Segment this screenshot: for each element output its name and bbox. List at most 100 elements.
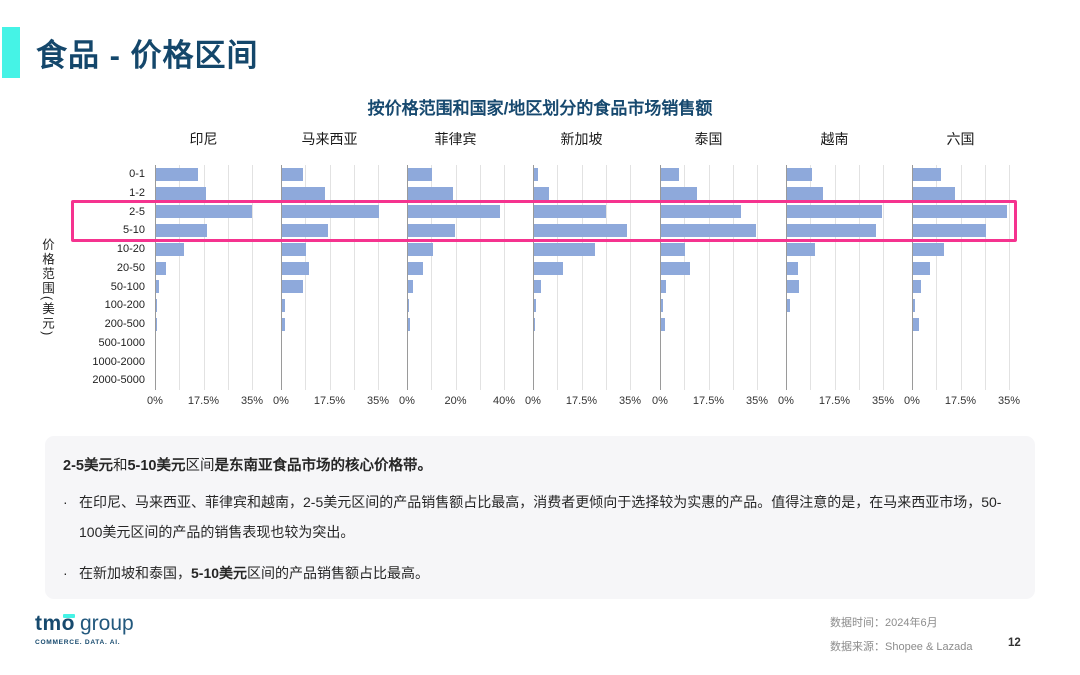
tmo-group-logo: tmo group COMMERCE. DATA. AI. — [35, 612, 134, 646]
bar-菲律宾-20-50 — [408, 261, 424, 275]
category-label: 100-200 — [104, 299, 145, 312]
bar-菲律宾-50-100 — [408, 280, 413, 294]
x-tick-label: 0% — [652, 395, 668, 407]
bar-新加坡-200-500 — [534, 317, 536, 331]
x-tick-label: 35% — [366, 395, 390, 407]
x-tick-label: 0% — [399, 395, 415, 407]
category-label: 5-10 — [122, 224, 145, 237]
x-tick-label: 0% — [904, 395, 920, 407]
bar-新加坡-2-5 — [534, 205, 607, 219]
bar-六国-200-500 — [913, 317, 919, 331]
bar-泰国-100-200 — [661, 299, 663, 313]
logo-o: o — [61, 612, 75, 635]
gridline — [227, 165, 229, 390]
bullet-marker: · — [63, 565, 68, 581]
gridline — [960, 165, 962, 390]
category-label: 20-50 — [116, 261, 145, 274]
gridline — [984, 165, 986, 390]
bar-六国-10-20 — [913, 242, 944, 256]
x-tick-label: 17.5% — [692, 395, 725, 407]
category-label: 200-500 — [104, 318, 145, 330]
logo-macron-accent — [62, 614, 75, 618]
gridline — [203, 165, 205, 390]
insight-text-segment: 5-10美元 — [127, 458, 186, 474]
bar-泰国-5-10 — [661, 224, 757, 238]
insight-bullets: · 在印尼、马来西亚、菲律宾和越南，2-5美元区间的产品销售额占比最高，消费者更倾… — [63, 487, 1017, 588]
gridline — [353, 165, 355, 390]
category-label: 10-20 — [116, 243, 145, 255]
gridline — [605, 165, 607, 390]
page-number: 12 — [1008, 637, 1021, 649]
panel-header: 越南 — [820, 131, 849, 147]
footer-meta: 数据时间：2024年6月 数据来源：Shopee & Lazada — [830, 611, 972, 659]
bar-印尼-20-50 — [156, 261, 166, 275]
bar-六国-5-10 — [913, 224, 986, 238]
bar-印尼-0-1 — [156, 167, 199, 181]
gridline — [936, 165, 938, 390]
bar-印尼-100-200 — [156, 299, 158, 313]
panel-泰国: 泰国 0% 17.5% 35% — [652, 129, 768, 419]
bar-新加坡-20-50 — [534, 261, 563, 275]
category-axis-labels: 0-1 1-2 2-5 5-10 10-20 20-50 50-100 100-200 200-… — [55, 165, 145, 390]
bar-越南-10-20 — [787, 242, 815, 256]
bar-马来西亚-2-5 — [282, 205, 379, 219]
gridline — [732, 165, 734, 390]
x-tick-label: 0% — [147, 395, 163, 407]
bar-泰国-2-5 — [661, 205, 742, 219]
panel-header: 泰国 — [694, 131, 723, 147]
gridline — [810, 165, 812, 390]
panel-header: 新加坡 — [560, 131, 603, 147]
gridline — [557, 165, 559, 390]
bar-泰国-10-20 — [661, 242, 686, 256]
x-tick-label: 0% — [525, 395, 541, 407]
axis-line — [533, 165, 534, 390]
bar-马来西亚-5-10 — [282, 224, 328, 238]
bar-泰国-1-2 — [661, 186, 697, 200]
bar-越南-100-200 — [787, 299, 790, 313]
gridline — [179, 165, 181, 390]
insight-text-segment: 在新加坡和泰国， — [79, 565, 191, 581]
bar-新加坡-100-200 — [534, 299, 536, 313]
bar-泰国-0-1 — [661, 167, 680, 181]
gridline — [455, 165, 457, 390]
category-label: 500-1000 — [98, 336, 146, 349]
bar-六国-2-5 — [913, 205, 1007, 219]
x-tick-label: 20% — [444, 395, 467, 407]
bullet-marker: · — [63, 494, 68, 510]
bar-新加坡-0-1 — [534, 167, 538, 181]
panel-马来西亚: 马来西亚 0% 17.5% 35% — [273, 129, 389, 419]
bar-菲律宾-2-5 — [408, 205, 500, 219]
gridline — [479, 165, 481, 390]
panel-plot-area — [533, 165, 631, 390]
bar-马来西亚-200-500 — [282, 317, 285, 331]
gridline — [630, 165, 631, 390]
panel-菲律宾: 菲律宾 0% 20% 40% — [399, 129, 515, 419]
panel-plot-area — [155, 165, 253, 390]
bar-马来西亚-100-200 — [282, 299, 286, 313]
insight-bullet: · 在印尼、马来西亚、菲律宾和越南，2-5美元区间的产品销售额占比最高，消费者更倾… — [63, 487, 1017, 547]
x-tick-label: 40% — [492, 395, 516, 407]
gridline — [252, 165, 253, 390]
gridline — [329, 165, 331, 390]
gridline — [684, 165, 686, 390]
x-tick-label: 17.5% — [565, 395, 598, 407]
x-tick-label: 35% — [240, 395, 264, 407]
chart-panels: 印尼 0% 17.5% 35% 马来西亚 0% 17.5% 35% 菲律宾 0% 20% 40% 新加坡… — [147, 129, 1025, 419]
panel-六国: 六国 0% 17.5% 35% — [904, 129, 1020, 419]
category-label: 2-5 — [129, 205, 145, 218]
panel-plot-area — [912, 165, 1010, 390]
bar-马来西亚-0-1 — [282, 167, 304, 181]
gridline — [431, 165, 433, 390]
axis-line — [912, 165, 913, 390]
page-title: 食品 - 价格区间 — [36, 38, 259, 73]
bar-六国-100-200 — [913, 299, 916, 313]
bar-越南-0-1 — [787, 167, 812, 181]
category-label: 1000-2000 — [92, 355, 145, 368]
bar-印尼-1-2 — [156, 186, 206, 200]
insight-text-segment: 是东南亚食品市场的核心价格带。 — [214, 458, 433, 474]
data-time: 数据时间：2024年6月 — [830, 617, 938, 629]
chart-title: 按价格范围和国家/地区划分的食品市场销售额 — [367, 99, 713, 118]
gridline — [1009, 165, 1010, 390]
bar-菲律宾-5-10 — [408, 224, 455, 238]
